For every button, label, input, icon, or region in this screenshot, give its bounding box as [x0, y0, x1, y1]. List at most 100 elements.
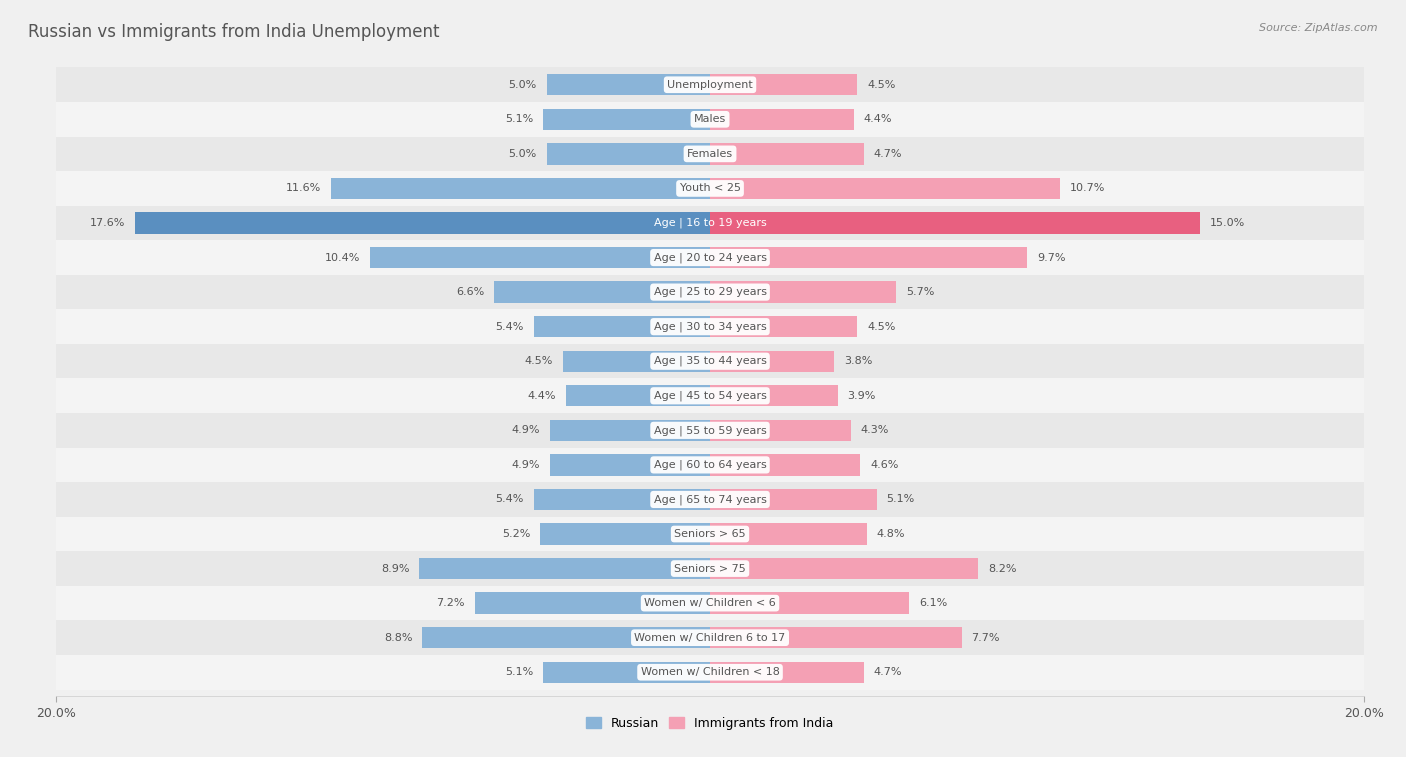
Bar [56, 482, 1364, 517]
Text: 8.9%: 8.9% [381, 563, 409, 574]
Text: 5.2%: 5.2% [502, 529, 530, 539]
Bar [562, 350, 710, 372]
Bar [710, 108, 853, 130]
Text: 5.4%: 5.4% [495, 494, 523, 504]
Text: 3.8%: 3.8% [844, 357, 873, 366]
Text: 9.7%: 9.7% [1038, 253, 1066, 263]
Legend: Russian, Immigrants from India: Russian, Immigrants from India [581, 712, 839, 735]
Bar [710, 350, 834, 372]
Bar [56, 621, 1364, 655]
Text: 11.6%: 11.6% [285, 183, 321, 194]
Bar [56, 378, 1364, 413]
Text: 6.6%: 6.6% [456, 287, 485, 297]
Bar [56, 102, 1364, 136]
Bar [543, 662, 710, 683]
Text: 7.2%: 7.2% [436, 598, 465, 608]
Bar [56, 586, 1364, 621]
Text: 4.9%: 4.9% [512, 425, 540, 435]
Bar [56, 275, 1364, 310]
Bar [710, 212, 1201, 234]
Text: Males: Males [695, 114, 725, 124]
Bar [543, 108, 710, 130]
Text: 4.7%: 4.7% [873, 667, 903, 678]
Bar [56, 413, 1364, 447]
Text: 4.6%: 4.6% [870, 460, 898, 470]
Text: 8.8%: 8.8% [384, 633, 412, 643]
Text: Russian vs Immigrants from India Unemployment: Russian vs Immigrants from India Unemplo… [28, 23, 440, 41]
Text: 3.9%: 3.9% [848, 391, 876, 400]
Bar [710, 143, 863, 164]
Text: 4.4%: 4.4% [527, 391, 557, 400]
Text: 4.7%: 4.7% [873, 149, 903, 159]
Bar [710, 385, 838, 407]
Bar [710, 282, 897, 303]
Bar [56, 136, 1364, 171]
Bar [710, 627, 962, 649]
Text: Unemployment: Unemployment [668, 79, 752, 90]
Bar [710, 178, 1060, 199]
Text: Age | 16 to 19 years: Age | 16 to 19 years [654, 218, 766, 229]
Text: Women w/ Children 6 to 17: Women w/ Children 6 to 17 [634, 633, 786, 643]
Text: 4.5%: 4.5% [524, 357, 553, 366]
Text: Age | 35 to 44 years: Age | 35 to 44 years [654, 356, 766, 366]
Text: 8.2%: 8.2% [988, 563, 1017, 574]
Bar [56, 551, 1364, 586]
Bar [710, 419, 851, 441]
Text: Age | 65 to 74 years: Age | 65 to 74 years [654, 494, 766, 505]
Bar [710, 454, 860, 475]
Text: 4.5%: 4.5% [868, 322, 896, 332]
Text: 15.0%: 15.0% [1211, 218, 1246, 228]
Bar [56, 67, 1364, 102]
Bar [710, 593, 910, 614]
Text: 5.1%: 5.1% [505, 667, 533, 678]
Text: 7.7%: 7.7% [972, 633, 1000, 643]
Text: 10.4%: 10.4% [325, 253, 360, 263]
Bar [710, 74, 858, 95]
Text: Age | 45 to 54 years: Age | 45 to 54 years [654, 391, 766, 401]
Bar [56, 655, 1364, 690]
Text: Seniors > 75: Seniors > 75 [673, 563, 747, 574]
Bar [547, 143, 710, 164]
Bar [550, 419, 710, 441]
Bar [533, 489, 710, 510]
Text: Age | 30 to 34 years: Age | 30 to 34 years [654, 322, 766, 332]
Bar [710, 558, 979, 579]
Bar [330, 178, 710, 199]
Text: 4.4%: 4.4% [863, 114, 893, 124]
Text: Youth < 25: Youth < 25 [679, 183, 741, 194]
Bar [56, 206, 1364, 240]
Text: 4.9%: 4.9% [512, 460, 540, 470]
Text: 17.6%: 17.6% [90, 218, 125, 228]
Text: 10.7%: 10.7% [1070, 183, 1105, 194]
Text: 5.1%: 5.1% [505, 114, 533, 124]
Text: 4.3%: 4.3% [860, 425, 889, 435]
Bar [56, 517, 1364, 551]
Text: Age | 25 to 29 years: Age | 25 to 29 years [654, 287, 766, 298]
Bar [56, 310, 1364, 344]
Bar [56, 344, 1364, 378]
Text: 4.5%: 4.5% [868, 79, 896, 90]
Text: 5.4%: 5.4% [495, 322, 523, 332]
Bar [710, 523, 868, 545]
Text: 5.0%: 5.0% [509, 149, 537, 159]
Bar [540, 523, 710, 545]
Bar [475, 593, 710, 614]
Bar [710, 489, 877, 510]
Bar [370, 247, 710, 268]
Text: 5.1%: 5.1% [887, 494, 915, 504]
Bar [56, 447, 1364, 482]
Text: Seniors > 65: Seniors > 65 [675, 529, 745, 539]
Text: Source: ZipAtlas.com: Source: ZipAtlas.com [1260, 23, 1378, 33]
Bar [710, 316, 858, 338]
Text: Females: Females [688, 149, 733, 159]
Text: 6.1%: 6.1% [920, 598, 948, 608]
Bar [56, 240, 1364, 275]
Bar [422, 627, 710, 649]
Bar [56, 171, 1364, 206]
Bar [495, 282, 710, 303]
Bar [419, 558, 710, 579]
Text: 5.7%: 5.7% [905, 287, 935, 297]
Bar [567, 385, 710, 407]
Text: Women w/ Children < 6: Women w/ Children < 6 [644, 598, 776, 608]
Bar [710, 662, 863, 683]
